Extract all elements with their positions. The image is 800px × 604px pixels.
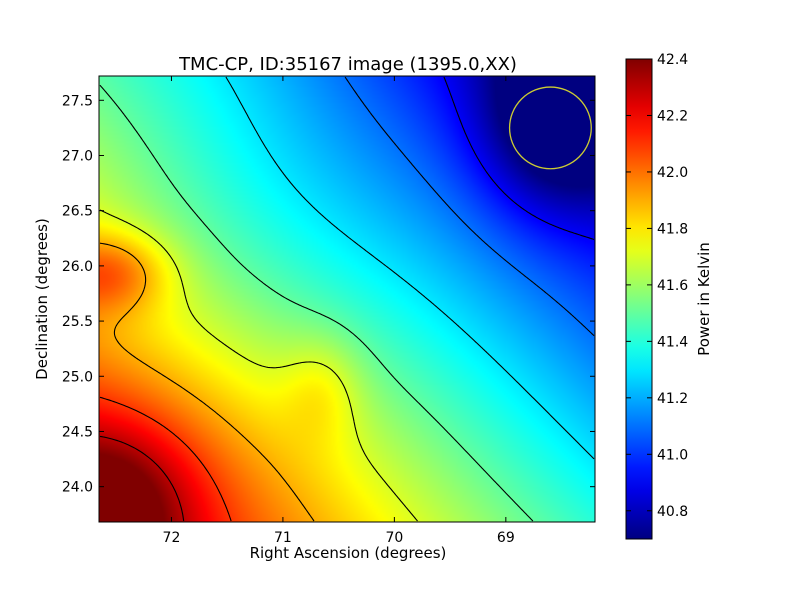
y-tick-label: 24.5 xyxy=(62,424,93,440)
colorbar: 40.8 41.0 41.2 41.4 41.6 41.8 42.0 42.2 42.4 Pow… xyxy=(625,52,713,540)
contour-line-5 xyxy=(99,242,315,522)
y-axis-ticks: 24.0 24.5 25.0 25.5 26.0 26.5 27.0 27.5 xyxy=(62,93,595,496)
colorbar-tick-label: 41.0 xyxy=(657,447,688,463)
y-tick-label: 27.0 xyxy=(62,148,93,164)
x-tick-label: 72 xyxy=(163,530,181,546)
heatmap-image xyxy=(99,76,595,522)
y-tick-label: 27.5 xyxy=(62,93,93,109)
colorbar-gradient xyxy=(625,58,653,540)
colorbar-ticks: 40.8 41.0 41.2 41.4 41.6 41.8 42.0 42.2 42.4 xyxy=(626,52,688,520)
x-axis-label: Right Ascension (degrees) xyxy=(250,544,447,562)
x-tick-label: 71 xyxy=(274,530,292,546)
colorbar-tick-label: 42.4 xyxy=(657,52,688,68)
contour-line-0 xyxy=(443,76,595,241)
contour-lines xyxy=(99,76,595,522)
colorbar-tick-label: 40.8 xyxy=(657,504,688,520)
y-tick-label: 26.5 xyxy=(62,204,93,220)
x-tick-label: 69 xyxy=(497,530,515,546)
chart-title: TMC-CP, ID:35167 image (1395.0,XX) xyxy=(178,54,517,75)
plot-area: 72 71 70 69 24.0 24.5 25.0 25.5 26.0 26.5 27.0 27.… xyxy=(62,75,596,546)
contour-line-1 xyxy=(344,76,595,337)
y-tick-label: 26.0 xyxy=(62,259,93,275)
colorbar-tick-label: 41.6 xyxy=(657,278,688,294)
colorbar-tick-label: 42.2 xyxy=(657,108,688,124)
y-tick-label: 25.5 xyxy=(62,314,93,330)
colorbar-tick-label: 41.2 xyxy=(657,391,688,407)
colorbar-tick-label: 41.4 xyxy=(657,334,688,350)
contour-line-2 xyxy=(225,76,595,460)
y-axis-label: Declination (degrees) xyxy=(33,218,51,380)
y-tick-label: 24.0 xyxy=(62,480,93,496)
contour-line-6 xyxy=(99,396,232,522)
x-tick-label: 70 xyxy=(385,530,403,546)
colorbar-tick-label: 42.0 xyxy=(657,165,688,181)
beam-circle xyxy=(508,86,592,170)
plot-frame xyxy=(98,75,596,523)
contour-line-7 xyxy=(99,435,185,522)
y-tick-label: 25.0 xyxy=(62,369,93,385)
contour-line-3 xyxy=(99,84,534,522)
x-axis-ticks: 72 71 70 69 xyxy=(163,76,515,546)
colorbar-label: Power in Kelvin xyxy=(695,242,713,356)
colorbar-tick-label: 41.8 xyxy=(657,221,688,237)
